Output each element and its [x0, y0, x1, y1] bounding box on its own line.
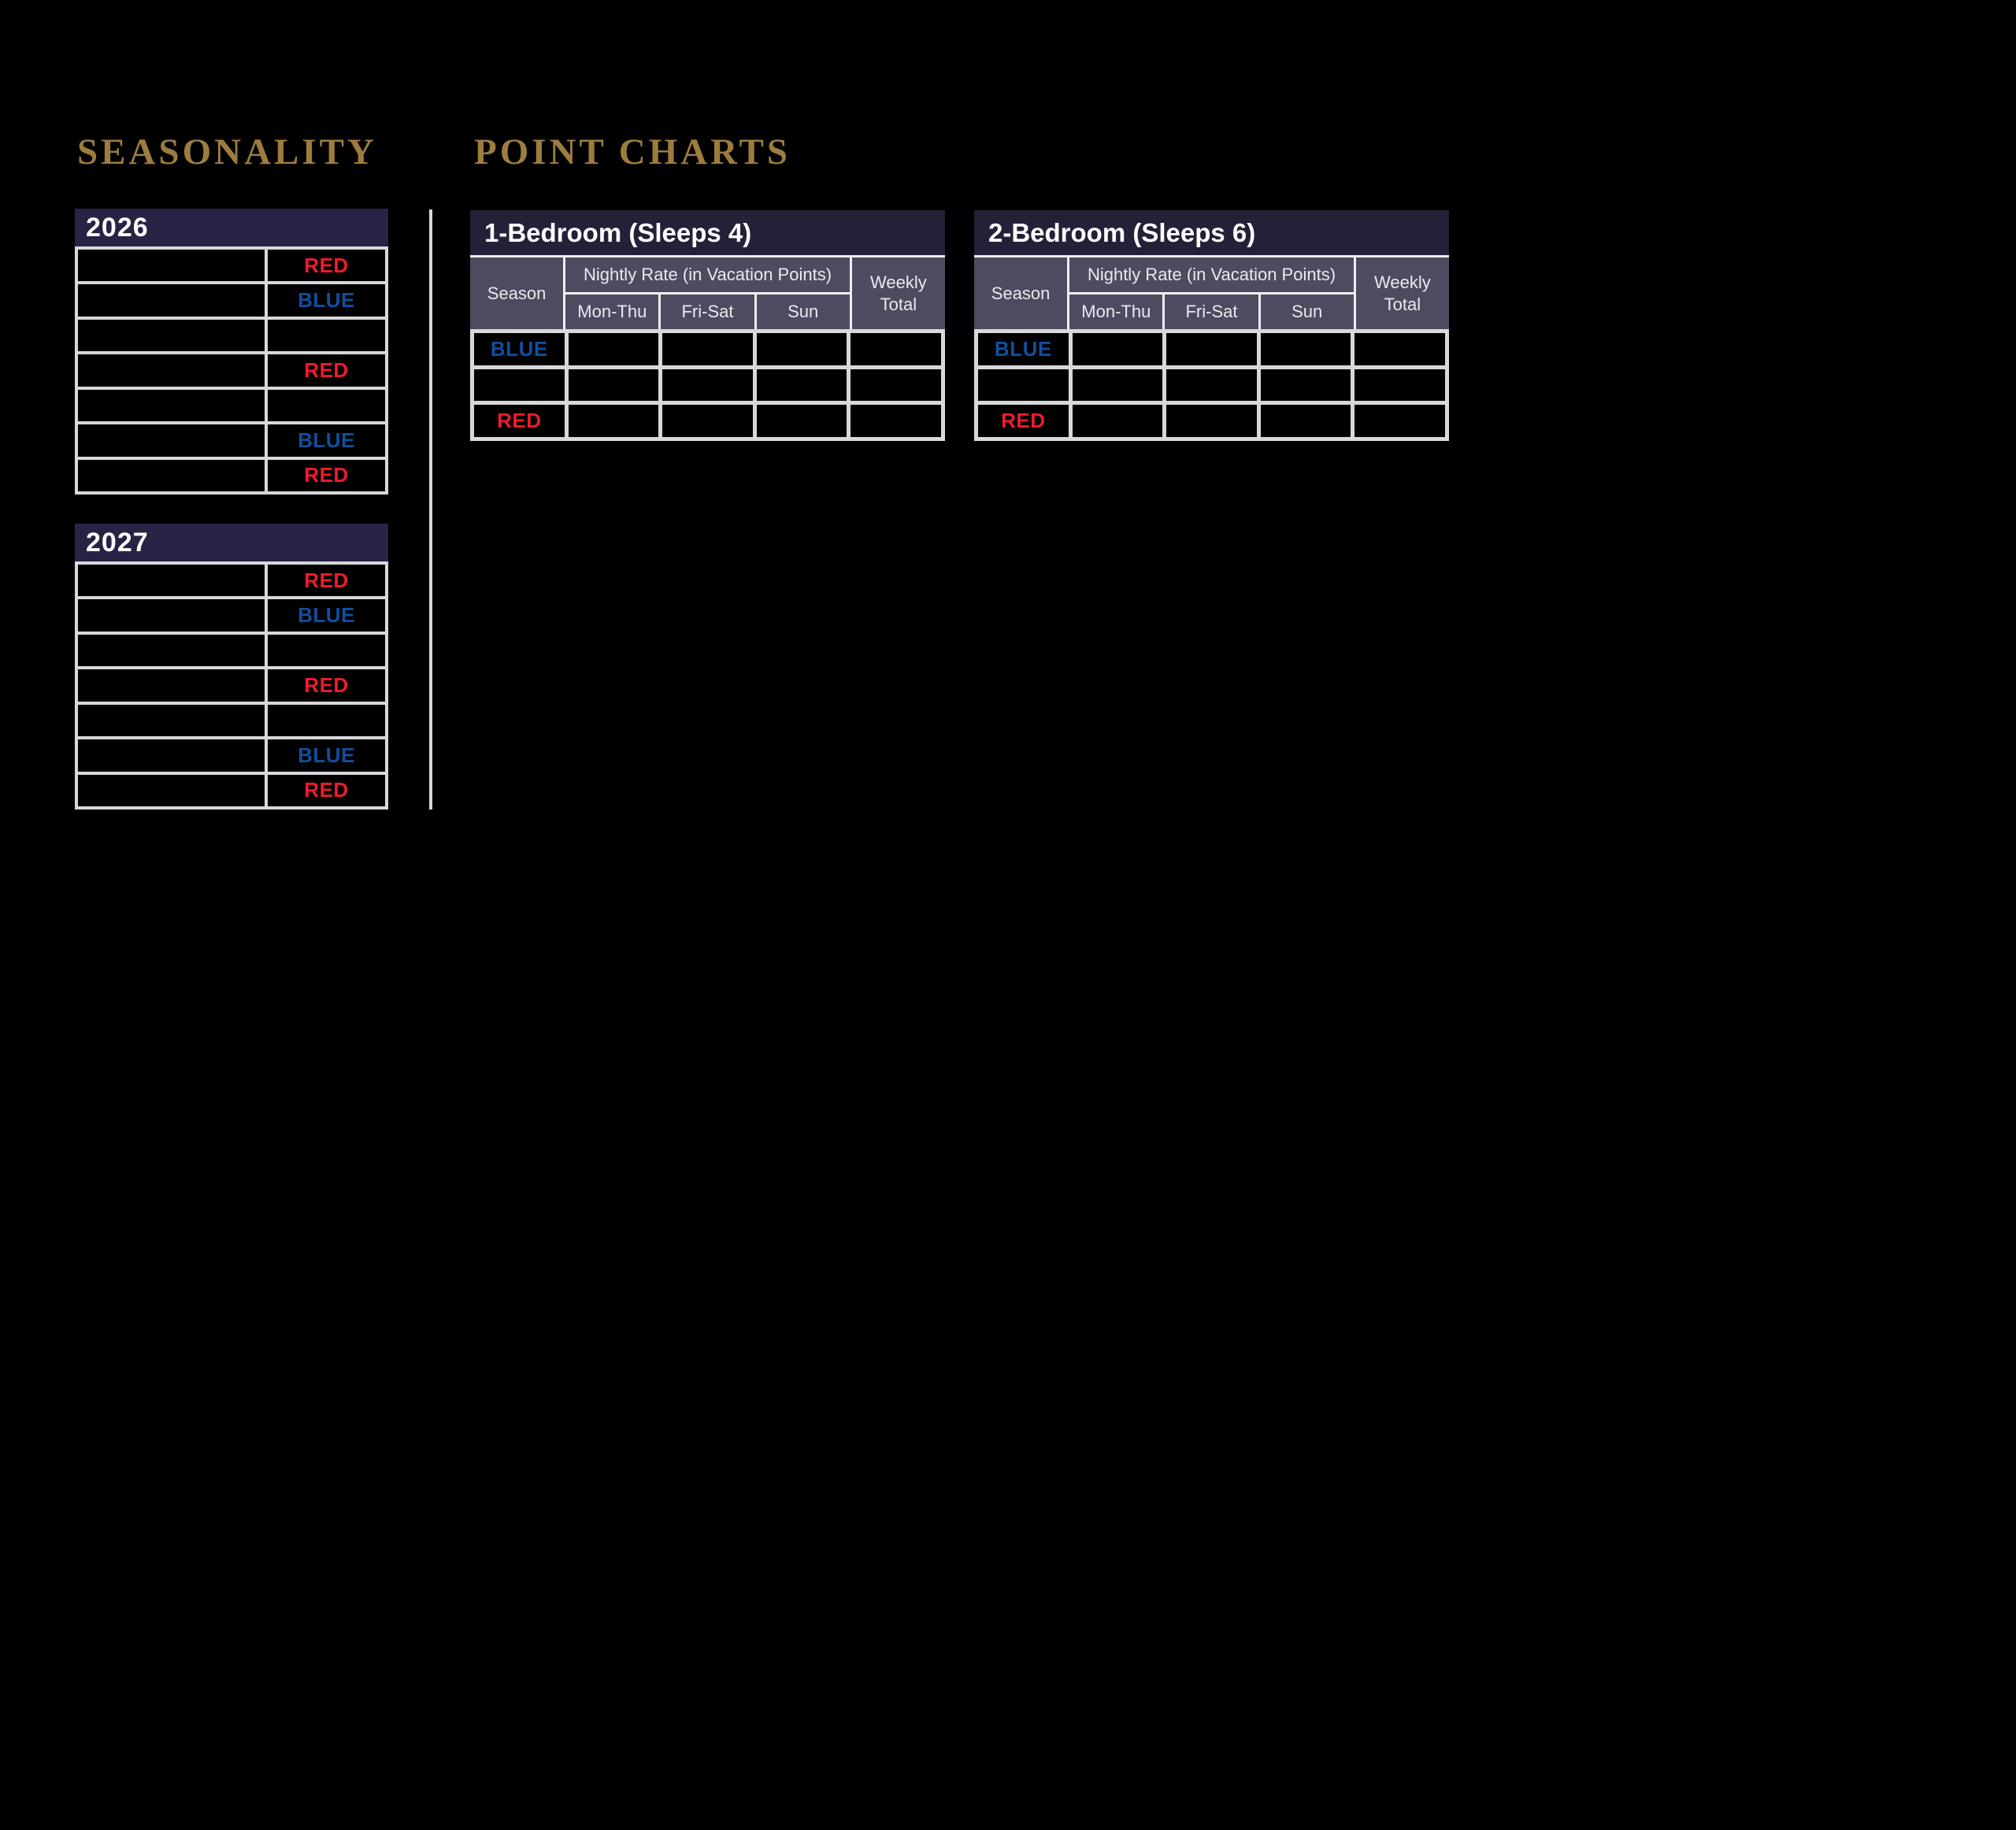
- title-separator: [470, 255, 945, 257]
- weekly-total-cell: [1354, 405, 1445, 437]
- table-title: 1-Bedroom (Sleeps 4): [470, 210, 945, 255]
- rate-cell-fri-sat: [662, 405, 753, 437]
- header-weekly-total-label: Weekly Total: [870, 272, 927, 314]
- header-fri-sat: Fri-Sat: [661, 295, 754, 329]
- header-mon-thu: Mon-Thu: [1069, 295, 1163, 329]
- date-range-cell: [78, 389, 265, 422]
- season-cell: [268, 704, 385, 737]
- year-header: 2026: [75, 209, 388, 246]
- table-title: 2-Bedroom (Sleeps 6): [974, 210, 1449, 255]
- header-weekly-total: Weekly Total: [1355, 257, 1449, 329]
- season-cell: [268, 634, 385, 667]
- rate-cell-mon-thu: [1072, 333, 1163, 365]
- season-cell: BLUE: [268, 284, 385, 317]
- season-cell: [268, 389, 385, 422]
- season-cell: RED: [268, 774, 385, 806]
- header-season: Season: [974, 257, 1068, 329]
- weekly-total-cell: [1354, 333, 1445, 365]
- rate-cell-mon-thu: [568, 333, 659, 365]
- date-range-cell: [78, 669, 265, 702]
- header-sun: Sun: [1260, 295, 1354, 329]
- rate-cell-sun: [1260, 369, 1351, 402]
- date-range-cell: [78, 634, 265, 667]
- table-body: BLUE RED: [974, 329, 1449, 441]
- section-divider: [429, 209, 432, 809]
- rate-cell-mon-thu: [1072, 405, 1163, 437]
- rate-cell-fri-sat: [662, 369, 753, 402]
- rate-cell-mon-thu: [568, 369, 659, 402]
- rate-cell-sun: [1260, 405, 1351, 437]
- season-cell: RED: [268, 354, 385, 387]
- season-cell: BLUE: [474, 333, 565, 365]
- table-body: BLUE RED: [470, 329, 945, 441]
- rate-cell-sun: [756, 333, 847, 365]
- date-range-cell: [78, 250, 265, 282]
- rate-cell-sun: [756, 405, 847, 437]
- season-cell: RED: [268, 565, 385, 597]
- header-nightly-rate: Nightly Rate (in Vacation Points): [1069, 257, 1354, 292]
- header-sun: Sun: [756, 295, 850, 329]
- season-cell: RED: [268, 250, 385, 282]
- weekly-total-cell: [850, 369, 941, 402]
- point-table-2-bedroom: 2-Bedroom (Sleeps 6) Season Nightly Rate…: [974, 210, 1449, 441]
- season-cell: RED: [268, 459, 385, 491]
- season-cell: RED: [978, 405, 1069, 437]
- rate-cell-fri-sat: [1166, 333, 1257, 365]
- season-cell: [268, 319, 385, 352]
- season-cell: BLUE: [268, 424, 385, 457]
- date-range-cell: [78, 704, 265, 737]
- header-fri-sat: Fri-Sat: [1165, 295, 1258, 329]
- rate-cell-mon-thu: [1072, 369, 1163, 402]
- season-cell: RED: [268, 669, 385, 702]
- year-table-body: RED BLUE RED BLUE RED: [75, 561, 388, 809]
- date-range-cell: [78, 354, 265, 387]
- header-mon-thu: Mon-Thu: [565, 295, 659, 329]
- rate-cell-mon-thu: [568, 405, 659, 437]
- weekly-total-cell: [1354, 369, 1445, 402]
- point-table-1-bedroom: 1-Bedroom (Sleeps 4) Season Nightly Rate…: [470, 210, 945, 441]
- header-nightly-rate: Nightly Rate (in Vacation Points): [565, 257, 850, 292]
- weekly-total-cell: [850, 333, 941, 365]
- rate-cell-sun: [756, 369, 847, 402]
- season-cell: RED: [474, 405, 565, 437]
- seasonality-table-2027: 2027 RED BLUE RED BLUE RED: [75, 524, 388, 809]
- seasonality-table-2026: 2026 RED BLUE RED BLUE RED: [75, 209, 388, 495]
- header-weekly-total: Weekly Total: [851, 257, 945, 329]
- date-range-cell: [78, 284, 265, 317]
- date-range-cell: [78, 774, 265, 806]
- point-charts-heading: POINT CHARTS: [474, 132, 791, 172]
- title-separator: [974, 255, 1449, 257]
- season-cell: [978, 369, 1069, 402]
- rate-cell-fri-sat: [662, 333, 753, 365]
- year-header: 2027: [75, 524, 388, 561]
- rate-cell-fri-sat: [1166, 405, 1257, 437]
- header-weekly-total-label: Weekly Total: [1374, 272, 1431, 314]
- date-range-cell: [78, 319, 265, 352]
- header-season: Season: [470, 257, 564, 329]
- season-cell: BLUE: [978, 333, 1069, 365]
- rate-cell-sun: [1260, 333, 1351, 365]
- date-range-cell: [78, 599, 265, 632]
- seasonality-heading: SEASONALITY: [77, 132, 377, 172]
- weekly-total-cell: [850, 405, 941, 437]
- season-cell: BLUE: [268, 739, 385, 772]
- date-range-cell: [78, 739, 265, 772]
- date-range-cell: [78, 424, 265, 457]
- season-cell: BLUE: [268, 599, 385, 632]
- table-header: Season Nightly Rate (in Vacation Points)…: [974, 257, 1449, 329]
- season-cell: [474, 369, 565, 402]
- rate-cell-fri-sat: [1166, 369, 1257, 402]
- date-range-cell: [78, 459, 265, 491]
- date-range-cell: [78, 565, 265, 597]
- year-table-body: RED BLUE RED BLUE RED: [75, 246, 388, 495]
- table-header: Season Nightly Rate (in Vacation Points)…: [470, 257, 945, 329]
